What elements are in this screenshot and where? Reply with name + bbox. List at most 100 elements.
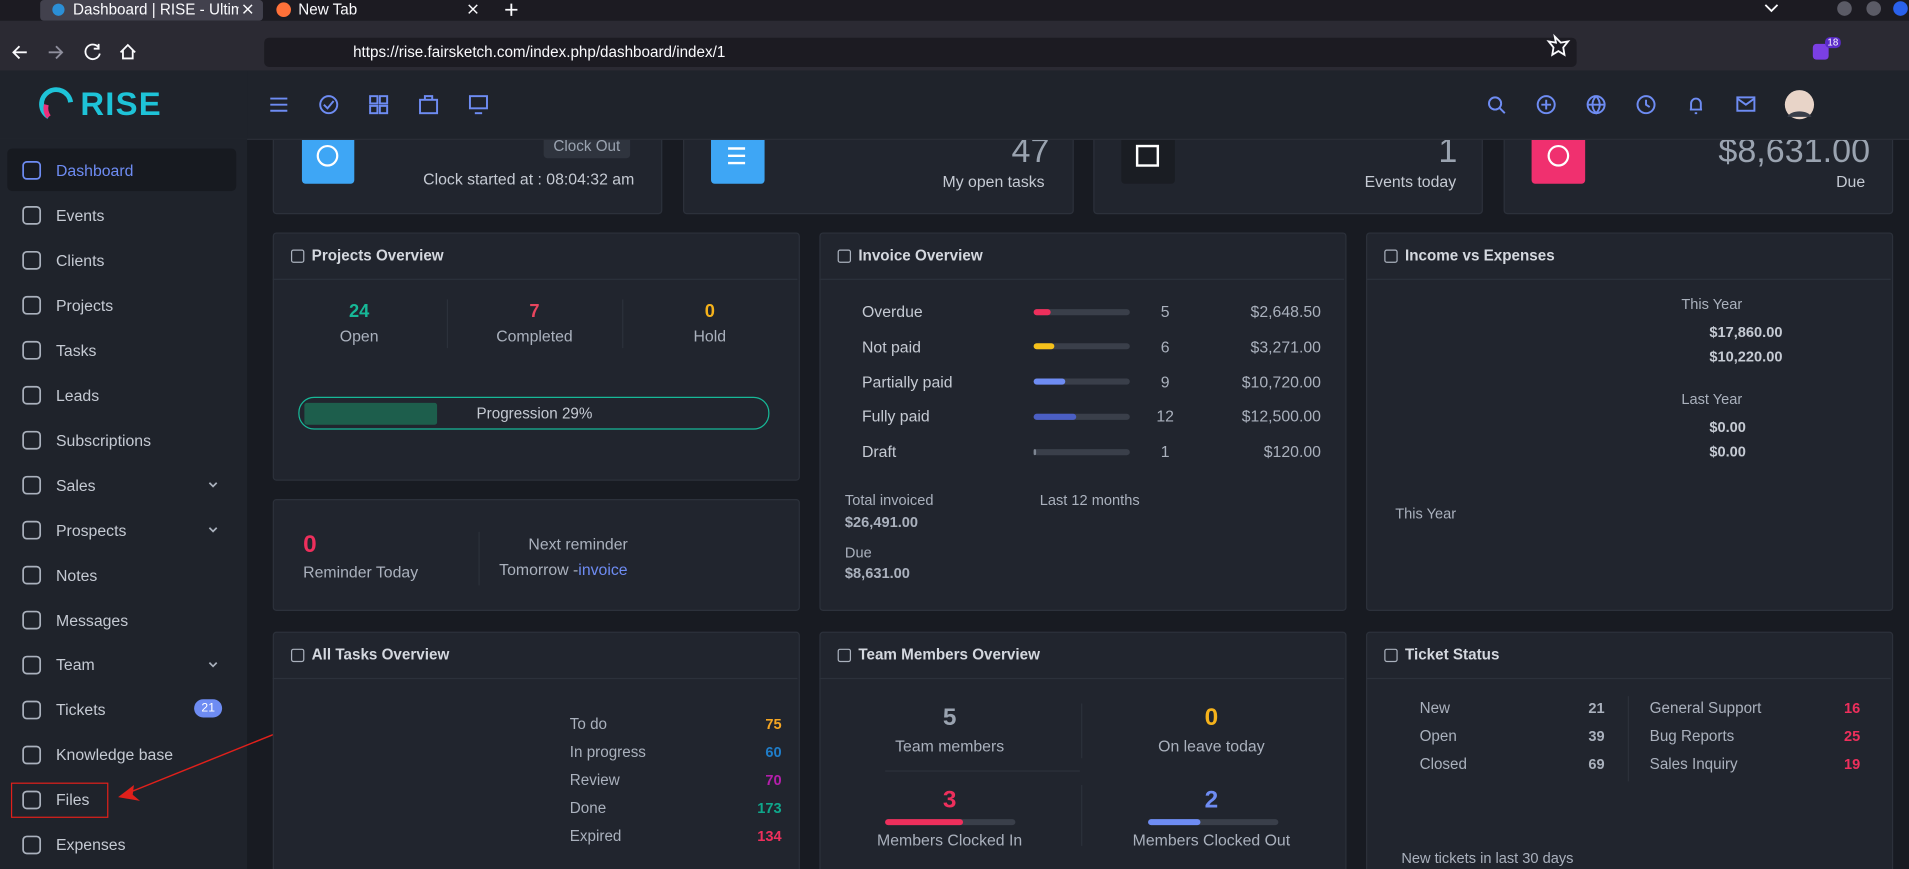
url-field[interactable] bbox=[264, 37, 1577, 67]
invoice-name: Fully paid bbox=[861, 407, 930, 426]
ticket-type: Sales Inquiry bbox=[1649, 755, 1738, 773]
ticket-type-count: 16 bbox=[1844, 699, 1861, 717]
sidebar-item[interactable]: Expenses bbox=[56, 835, 126, 855]
bar-fill bbox=[1148, 819, 1201, 826]
stat-value: 1 bbox=[1438, 131, 1458, 170]
reminder-label: Reminder Today bbox=[303, 562, 419, 582]
task-name: Done bbox=[569, 799, 607, 817]
legend-value: $0.00 bbox=[1709, 418, 1746, 436]
ticket-status: Closed bbox=[1419, 755, 1467, 773]
bar-track bbox=[1033, 343, 1130, 350]
chart-label: This Year bbox=[1395, 505, 1457, 523]
url[interactable]: https://rise.fairsketch.com/index.php/da… bbox=[353, 43, 726, 61]
card bbox=[272, 232, 800, 481]
invoice-name: Partially paid bbox=[861, 372, 953, 391]
invoice-count: 1 bbox=[1160, 442, 1170, 461]
sidebar-item[interactable]: Events bbox=[56, 206, 105, 225]
next-reminder: Next reminder bbox=[528, 534, 628, 554]
task-value: 134 bbox=[757, 827, 782, 845]
legend-head: Last Year bbox=[1681, 390, 1743, 408]
card bbox=[819, 232, 1347, 611]
bar-fill bbox=[1033, 308, 1051, 315]
files-highlight bbox=[10, 782, 109, 818]
task-name: In progress bbox=[569, 743, 646, 761]
active-tab[interactable] bbox=[40, 0, 263, 21]
sidebar-item[interactable]: Dashboard bbox=[56, 161, 134, 180]
tab-title[interactable]: Dashboard | RISE - Ultima bbox=[73, 1, 239, 19]
project-label: Hold bbox=[693, 326, 727, 346]
project-count: 0 bbox=[704, 301, 715, 322]
ticket-type: General Support bbox=[1649, 699, 1762, 717]
sidebar-item[interactable]: Prospects bbox=[56, 521, 127, 540]
invoice-amount: $10,720.00 bbox=[1241, 372, 1321, 391]
sidebar-item[interactable]: Tickets bbox=[56, 700, 106, 720]
task-name: Review bbox=[569, 771, 620, 789]
card bbox=[272, 631, 800, 869]
card-divider bbox=[272, 278, 798, 280]
team-value: 2 bbox=[1204, 786, 1219, 814]
team-value: 0 bbox=[1204, 704, 1219, 731]
card-title-icon bbox=[290, 648, 305, 663]
card bbox=[1366, 631, 1894, 869]
sidebar-item[interactable]: Sales bbox=[56, 476, 96, 495]
legend-value: $17,860.00 bbox=[1709, 323, 1783, 341]
sidebar-item[interactable]: Messages bbox=[56, 610, 129, 630]
sidebar-item[interactable]: Notes bbox=[56, 565, 98, 585]
legend-value: $10,220.00 bbox=[1709, 348, 1783, 366]
card-title-icon bbox=[290, 249, 305, 263]
task-value: 173 bbox=[757, 799, 782, 817]
divider bbox=[1627, 696, 1629, 782]
sidebar-item[interactable]: Knowledge base bbox=[56, 745, 174, 765]
bar-fill bbox=[885, 819, 964, 826]
due-value: $8,631.00 bbox=[844, 564, 910, 582]
reminder-link[interactable]: invoice bbox=[578, 560, 628, 579]
invoice-name: Draft bbox=[861, 442, 897, 461]
invoice-amount: $120.00 bbox=[1263, 442, 1321, 461]
ticket-footer: New tickets in last 30 days bbox=[1401, 849, 1574, 867]
divider bbox=[1081, 785, 1083, 846]
legend-value: $0.00 bbox=[1709, 443, 1746, 461]
bar-fill bbox=[1033, 448, 1037, 455]
card-title: Invoice Overview bbox=[858, 247, 983, 265]
next-when: Tomorrow - bbox=[499, 560, 579, 579]
team-label: On leave today bbox=[1158, 736, 1265, 756]
card-title: All Tasks Overview bbox=[311, 646, 450, 664]
task-value: 70 bbox=[765, 771, 782, 789]
sidebar-item[interactable]: Clients bbox=[56, 251, 105, 270]
ticket-type-count: 25 bbox=[1844, 727, 1861, 745]
sidebar-item[interactable]: Files bbox=[56, 790, 90, 810]
card-title: Income vs Expenses bbox=[1404, 247, 1555, 265]
stat-divider bbox=[622, 299, 624, 349]
bar-track bbox=[1033, 413, 1130, 420]
sidebar-item[interactable]: Team bbox=[56, 655, 95, 675]
project-count: 24 bbox=[348, 301, 370, 322]
team-label: Members Clocked Out bbox=[1132, 830, 1291, 849]
progress-label: Progression 29% bbox=[476, 405, 593, 423]
ticket-type: Bug Reports bbox=[1649, 727, 1735, 745]
due-label: Due bbox=[844, 544, 872, 562]
divider bbox=[478, 531, 480, 586]
task-name: To do bbox=[569, 715, 608, 733]
bar-track bbox=[1033, 308, 1130, 315]
tab-title[interactable]: New Tab bbox=[298, 1, 358, 19]
card-title: Ticket Status bbox=[1404, 646, 1500, 664]
ticket-count: 21 bbox=[1588, 699, 1605, 717]
team-label: Members Clocked In bbox=[877, 830, 1023, 849]
total-label: Total invoiced bbox=[844, 491, 934, 509]
project-label: Open bbox=[339, 326, 379, 346]
sidebar-item[interactable]: Subscriptions bbox=[56, 431, 152, 450]
total-value: $26,491.00 bbox=[844, 513, 919, 531]
card bbox=[819, 631, 1347, 869]
tab-strip bbox=[0, 0, 1909, 21]
bar-track bbox=[1033, 448, 1130, 455]
card-divider bbox=[819, 278, 1345, 280]
sidebar-item[interactable]: Tasks bbox=[56, 341, 97, 360]
card-title-icon bbox=[1384, 249, 1398, 263]
sidebar-item[interactable]: Projects bbox=[56, 296, 114, 315]
sidebar-item[interactable]: Leads bbox=[56, 386, 100, 405]
divider bbox=[885, 770, 1080, 772]
card-divider bbox=[272, 677, 798, 680]
invoice-count: 12 bbox=[1156, 407, 1174, 426]
team-value: 3 bbox=[942, 786, 957, 814]
